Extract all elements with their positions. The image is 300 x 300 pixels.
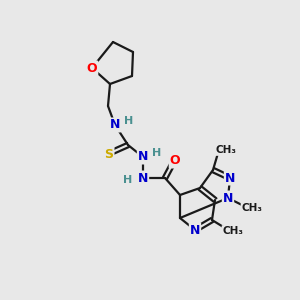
Text: CH₃: CH₃ <box>223 226 244 236</box>
Text: N: N <box>225 172 235 184</box>
Text: CH₃: CH₃ <box>242 203 262 213</box>
Text: CH₃: CH₃ <box>215 145 236 155</box>
Text: N: N <box>138 151 148 164</box>
Text: N: N <box>223 191 233 205</box>
Text: O: O <box>87 61 97 74</box>
Text: H: H <box>123 175 133 185</box>
Text: N: N <box>190 224 200 236</box>
Text: N: N <box>138 172 148 184</box>
Text: O: O <box>170 154 180 167</box>
Text: N: N <box>110 118 120 131</box>
Text: H: H <box>152 148 162 158</box>
Text: H: H <box>124 116 134 126</box>
Text: S: S <box>104 148 113 160</box>
